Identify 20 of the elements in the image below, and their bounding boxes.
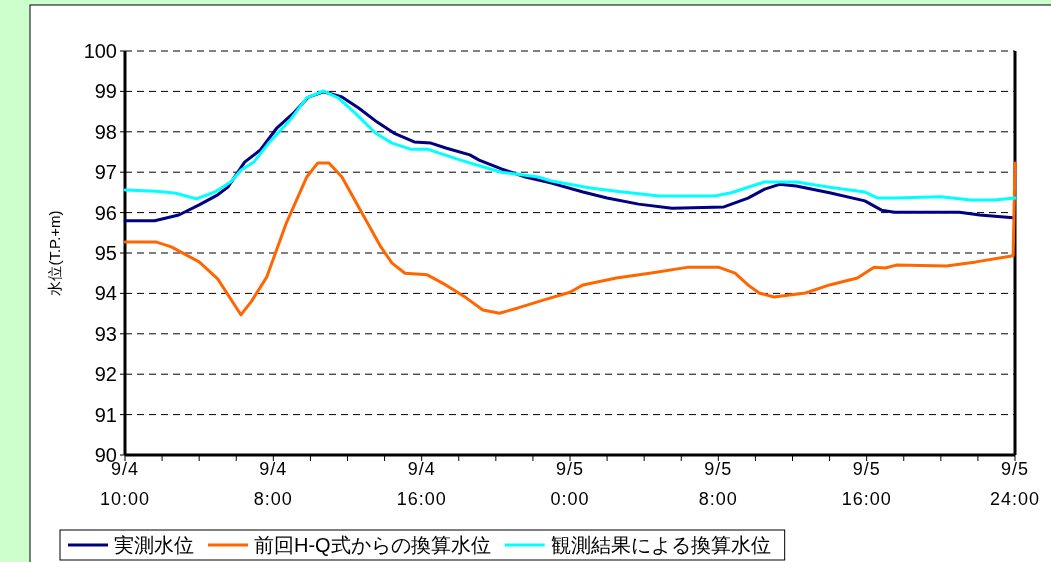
x-tick-label: 9/5 16:00	[841, 459, 892, 509]
y-tick-label: 100	[83, 40, 117, 62]
y-tick-label: 96	[94, 201, 117, 224]
y-tick-label: 92	[94, 363, 117, 386]
y-tick-label: 93	[94, 322, 117, 345]
x-tick-label: 9/5 24:00	[989, 459, 1041, 509]
x-tick-label: 9/4 16:00	[396, 459, 447, 509]
y-tick-label: 91	[94, 403, 117, 426]
y-tick-label: 94	[94, 282, 117, 305]
x-tick-label: 9/4 8:00	[253, 459, 293, 509]
y-axis-title: 水位(T.P.+m)	[46, 210, 63, 296]
legend-label: 観測結果による換算水位	[550, 534, 771, 556]
y-tick-label: 98	[94, 120, 117, 143]
legend-label: 実測水位	[114, 534, 194, 556]
y-tick-label: 97	[94, 161, 117, 184]
legend-label: 前回H-Q式からの換算水位	[254, 534, 491, 556]
y-tick-label: 95	[94, 242, 117, 264]
x-tick-label: 9/5 0:00	[550, 459, 590, 509]
x-tick-label: 9/5 8:00	[698, 459, 738, 509]
y-tick-label: 99	[94, 80, 117, 103]
